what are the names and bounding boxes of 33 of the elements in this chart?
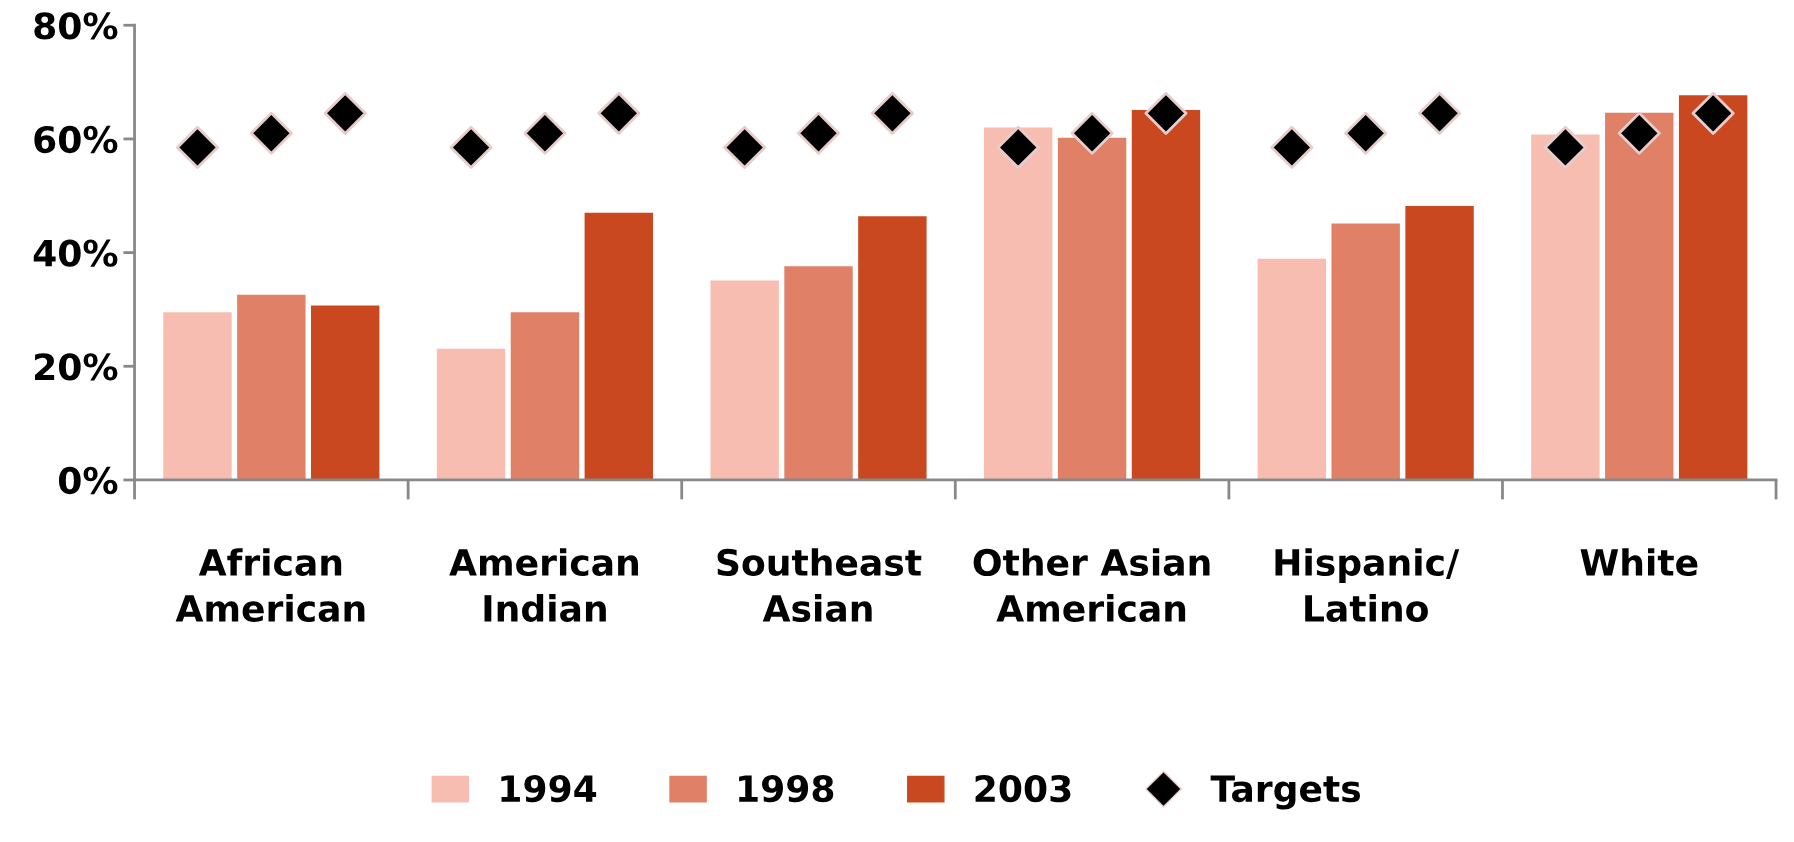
x-tick-label: Hispanic/ Latino	[1275, 548, 1460, 623]
x-tick-label: American Indian	[449, 548, 638, 623]
bar	[311, 305, 380, 480]
legend-label: Targets	[1210, 775, 1360, 810]
legend-label: 2003	[975, 774, 1071, 803]
bar	[237, 294, 306, 480]
y-tick-label: 60%	[34, 125, 118, 154]
x-tick-label: White	[1580, 548, 1698, 577]
bar	[510, 312, 580, 480]
bar	[784, 266, 853, 480]
x-tick-label: Other Asian American	[973, 548, 1210, 623]
bar	[1405, 206, 1474, 480]
x-tick-label: African American	[175, 548, 365, 623]
legend-label: 1994	[501, 774, 597, 803]
bar	[1331, 223, 1400, 480]
legend-label: 1998	[739, 774, 834, 803]
y-tick-label: 0%	[58, 466, 118, 495]
bar	[436, 348, 506, 480]
y-tick-label: 20%	[35, 353, 118, 381]
bar	[584, 212, 653, 480]
y-tick-label: 40%	[33, 239, 118, 267]
bar	[1057, 137, 1127, 480]
x-tick-label: Southeast Asian	[717, 548, 922, 623]
bar	[1678, 95, 1748, 480]
bar	[858, 216, 927, 480]
bar	[1531, 134, 1600, 480]
bar	[710, 280, 779, 480]
bar	[1257, 258, 1327, 480]
bar	[984, 127, 1053, 480]
bar	[163, 312, 232, 480]
bar	[1131, 109, 1201, 480]
y-tick-label: 80%	[34, 12, 118, 40]
bar	[1605, 112, 1674, 480]
